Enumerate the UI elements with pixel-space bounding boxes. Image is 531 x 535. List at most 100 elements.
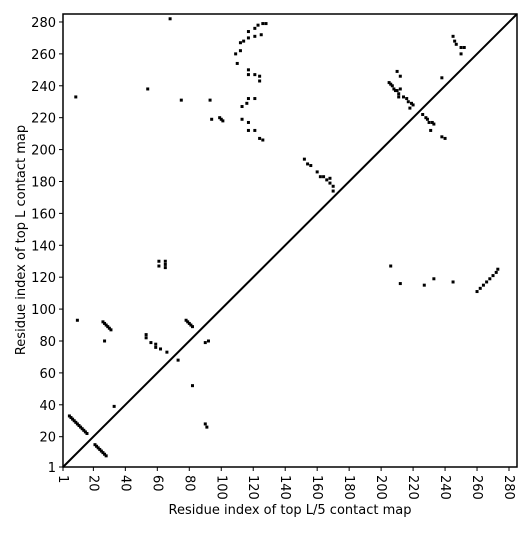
point [98,447,102,451]
point [106,325,110,329]
x-tick-label: 140 [277,475,292,500]
point [253,128,257,132]
point [95,444,99,448]
point [203,341,207,345]
point [242,39,246,43]
point [389,82,393,86]
point [398,74,402,78]
point [235,61,239,65]
point [398,282,402,286]
point [238,49,242,53]
point [425,117,429,121]
point [259,33,263,37]
point [80,427,84,431]
point [453,39,457,43]
point [74,420,78,424]
point [240,117,244,121]
y-tick-label: 180 [31,175,56,190]
point [395,89,399,93]
point [406,100,410,104]
point [159,347,163,351]
point [494,270,498,274]
point [397,92,401,96]
y-tick-label: 80 [39,335,56,350]
point [82,428,86,432]
point [322,175,326,179]
point [397,95,401,99]
y-tick-label: 200 [31,144,56,159]
point [205,425,209,429]
point [107,326,111,330]
point [261,22,265,26]
point [96,446,100,450]
point [112,404,116,408]
point [256,23,260,27]
point [432,277,436,281]
point [189,323,193,327]
point [318,175,322,179]
point [409,101,413,105]
point [315,170,319,174]
y-tick-label: 260 [31,48,56,63]
y-tick-label: 40 [39,399,56,414]
point [75,422,79,426]
point [405,97,409,101]
point [71,417,75,421]
point [258,136,262,140]
point [104,323,108,327]
point [101,451,105,455]
x-tick-label: 60 [149,475,164,492]
point [427,120,431,124]
point [144,336,148,340]
point [246,120,250,124]
point [184,318,188,322]
x-tick-label: 40 [117,475,132,492]
point [154,342,158,346]
y-tick-label: 60 [39,367,56,382]
point [325,178,329,182]
point [104,454,108,458]
point [430,120,434,124]
point [258,79,262,83]
y-tick-label: 160 [31,207,56,222]
point [309,164,313,168]
point [103,452,107,456]
point [394,89,398,93]
point [157,259,161,263]
point [491,274,495,278]
point [246,97,250,101]
point [103,339,107,343]
point [421,112,425,116]
point [258,74,262,78]
point [408,106,412,110]
x-tick-label: 20 [85,475,100,492]
point [451,280,455,284]
point [392,87,396,91]
point [440,76,444,80]
point [219,117,223,121]
point [411,103,415,107]
x-tick-label: 160 [309,475,324,500]
point [443,136,447,140]
diagonal [62,13,518,468]
point [238,41,242,45]
point [261,138,265,142]
point [459,45,463,49]
y-axis-label: Residue index of top L contact map [14,125,29,355]
x-tick-label: 240 [437,475,452,500]
y-tick-label: 1 [48,461,56,476]
point [328,176,332,180]
x-tick-label: 80 [181,475,196,492]
x-tick-label: 180 [341,475,356,500]
y-tick-label: 20 [39,431,56,446]
y-tick-label: 140 [31,239,56,254]
point [246,73,250,77]
x-tick-label: 120 [245,475,260,500]
point [109,328,113,332]
point [246,36,250,40]
point [395,69,399,73]
point [478,286,482,290]
point [144,333,148,337]
point [149,341,153,345]
